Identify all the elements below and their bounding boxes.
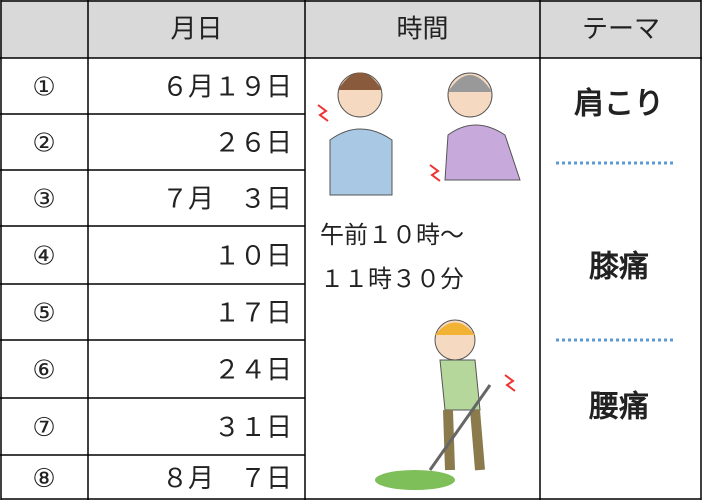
row-date: １０日 xyxy=(214,242,292,272)
row-number: ③ xyxy=(32,185,55,215)
row-date: ３１日 xyxy=(214,413,292,443)
time-text: 午前１０時～ xyxy=(320,221,464,249)
row-number: ⑤ xyxy=(32,299,55,329)
row-date: ８月 ７日 xyxy=(162,464,292,494)
row-date: １７日 xyxy=(214,299,292,329)
illustration-back xyxy=(375,319,516,490)
row-date: ２４日 xyxy=(214,356,292,386)
row-number: ⑧ xyxy=(32,464,55,494)
row-number: ⑥ xyxy=(32,356,55,386)
row-number: ① xyxy=(32,73,55,103)
row-number: ④ xyxy=(32,242,55,272)
theme: 腰痛 xyxy=(589,390,649,425)
header-cell: 時間 xyxy=(396,15,448,45)
row-number: ⑦ xyxy=(32,413,55,443)
row-date: ７月 ３日 xyxy=(162,185,292,215)
theme: 肩こり xyxy=(574,87,664,122)
dotted-separators xyxy=(556,161,676,342)
row-date: ６月１９日 xyxy=(162,73,292,103)
theme: 膝痛 xyxy=(589,250,649,285)
row-number: ② xyxy=(32,129,55,159)
illustration-shoulder xyxy=(317,72,521,196)
row-date: ２６日 xyxy=(214,129,292,159)
header-cell: 月日 xyxy=(170,15,222,45)
header-bg xyxy=(0,0,702,58)
header-cell: テーマ xyxy=(582,15,660,45)
time-text: １１時３０分 xyxy=(320,265,464,293)
